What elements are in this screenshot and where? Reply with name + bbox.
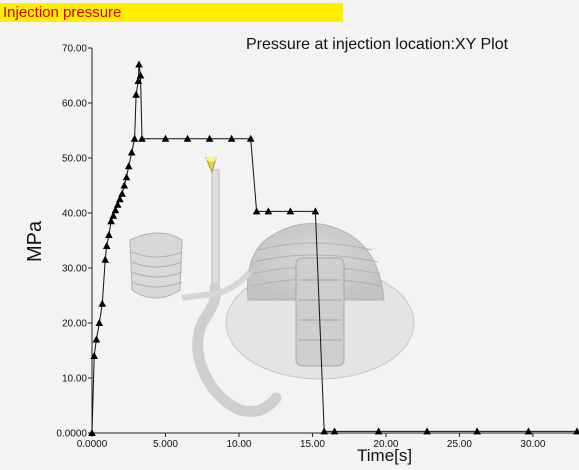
y-tick-label: 10.00 [62, 374, 87, 385]
y-tick-label: 70.00 [62, 44, 87, 55]
chart-banner: Injection pressure [0, 3, 343, 22]
sprue [211, 169, 220, 289]
data-point [107, 217, 115, 225]
data-point [105, 231, 113, 238]
data-point [246, 134, 255, 142]
data-point [118, 189, 126, 197]
data-point [124, 162, 133, 170]
data-point [473, 427, 481, 435]
x-tick-label: 15.00 [300, 439, 325, 450]
part-core [295, 257, 345, 367]
data-point [183, 134, 192, 142]
data-point [88, 429, 96, 436]
data-point [111, 206, 120, 214]
data-point [138, 134, 146, 142]
data-point [120, 181, 129, 189]
data-point [136, 71, 145, 79]
data-point [122, 173, 131, 181]
data-point [330, 427, 339, 435]
runner [192, 282, 282, 417]
data-point [134, 77, 143, 84]
data-point [573, 427, 579, 435]
runner-top [181, 269, 253, 301]
data-point [132, 90, 140, 98]
data-point [130, 134, 139, 142]
data-point [227, 134, 236, 142]
data-point [116, 195, 124, 203]
x-tick-label: 20.00 [373, 439, 398, 450]
data-point [311, 207, 320, 215]
pressure-line [91, 64, 577, 434]
data-point [252, 207, 261, 215]
x-tick-label: 0.0000 [77, 439, 108, 450]
y-tick-label: 60.00 [62, 99, 87, 110]
data-point [320, 427, 328, 435]
data-point [98, 299, 107, 307]
y-tick-label: 50.00 [62, 154, 87, 165]
data-point [90, 352, 98, 359]
data-point [92, 335, 101, 343]
data-point [264, 207, 273, 215]
x-tick-label: 30.00 [520, 439, 545, 450]
data-point [101, 255, 109, 263]
data-point [127, 148, 136, 156]
side-coil [129, 232, 183, 299]
data-point [113, 200, 122, 208]
data-point [205, 134, 214, 142]
data-point [161, 134, 170, 142]
x-tick-label: 5.000 [153, 439, 178, 450]
data-markers [88, 60, 579, 436]
y-tick-label: 0.0000 [56, 429, 87, 440]
chart-title: Pressure at injection location:XY Plot [246, 36, 509, 53]
y-tick-label: 30.00 [62, 264, 87, 275]
data-point [524, 427, 533, 435]
x-tick-label: 25.00 [447, 439, 472, 450]
data-point [286, 207, 295, 215]
data-point [102, 242, 111, 249]
data-point [95, 319, 104, 326]
data-point [374, 427, 383, 435]
mold-part-illustration [129, 156, 415, 417]
data-point [135, 60, 143, 68]
data-point [109, 211, 118, 219]
x-axis-label: Time[s] [357, 446, 413, 465]
data-point [423, 427, 431, 435]
y-tick-label: 20.00 [62, 319, 87, 330]
y-tick-label: 40.00 [62, 209, 87, 220]
series-line [91, 64, 577, 434]
x-tick-label: 10.00 [226, 439, 251, 450]
